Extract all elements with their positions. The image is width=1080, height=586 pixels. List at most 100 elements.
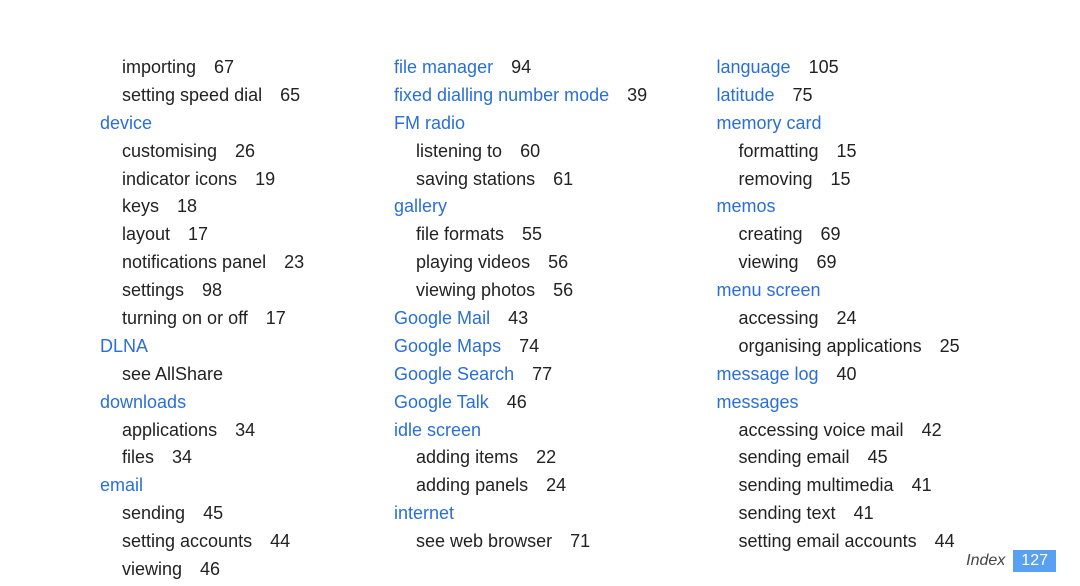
page-ref[interactable]: 40 — [837, 361, 857, 389]
index-heading-latitude[interactable]: latitude75 — [716, 82, 1020, 110]
page-ref[interactable]: 71 — [570, 528, 590, 556]
heading-label: language — [716, 54, 790, 82]
index-subentry: turning on or off17 — [100, 305, 394, 333]
index-heading-file-manager[interactable]: file manager 94 — [394, 54, 716, 82]
page-ref[interactable]: 22 — [536, 444, 556, 472]
page-ref[interactable]: 77 — [532, 361, 552, 389]
sub-label: layout — [122, 221, 170, 249]
heading-label: device — [100, 110, 152, 138]
sub-label: sending — [122, 500, 185, 528]
page-ref[interactable]: 44 — [935, 528, 955, 556]
heading-label: menu screen — [716, 277, 820, 305]
sub-label: listening to — [416, 138, 502, 166]
heading-label: fixed dialling number mode — [394, 82, 609, 110]
index-heading-memos[interactable]: memos — [716, 193, 1020, 221]
index-heading-device[interactable]: device — [100, 110, 394, 138]
footer-section-label: Index — [966, 552, 1005, 570]
page-ref[interactable]: 55 — [522, 221, 542, 249]
index-heading-idle-screen[interactable]: idle screen — [394, 417, 716, 445]
page-ref[interactable]: 60 — [520, 138, 540, 166]
index-subentry: customising26 — [100, 138, 394, 166]
page-ref[interactable]: 41 — [854, 500, 874, 528]
sub-label: sending text — [738, 500, 835, 528]
page-ref[interactable]: 46 — [200, 556, 220, 584]
page-ref[interactable]: 19 — [255, 166, 275, 194]
index-subentry: removing15 — [716, 166, 1020, 194]
index-subentry: settings 98 — [100, 277, 394, 305]
page-ref[interactable]: 75 — [793, 82, 813, 110]
heading-label: internet — [394, 500, 454, 528]
index-heading-gallery[interactable]: gallery — [394, 193, 716, 221]
index-heading-language[interactable]: language 105 — [716, 54, 1020, 82]
index-heading-fdn[interactable]: fixed dialling number mode 39 — [394, 82, 716, 110]
sub-label: settings — [122, 277, 184, 305]
page-ref[interactable]: 34 — [172, 444, 192, 472]
index-subentry: creating69 — [716, 221, 1020, 249]
page-ref[interactable]: 69 — [821, 221, 841, 249]
heading-label: idle screen — [394, 417, 481, 445]
heading-label: Google Talk — [394, 389, 489, 417]
sub-label: sending email — [738, 444, 849, 472]
heading-label: memos — [716, 193, 775, 221]
page-ref[interactable]: 67 — [214, 54, 234, 82]
page-ref[interactable]: 105 — [809, 54, 839, 82]
page-ref[interactable]: 18 — [177, 193, 197, 221]
page-ref[interactable]: 34 — [235, 417, 255, 445]
page-ref[interactable]: 42 — [922, 417, 942, 445]
index-heading-messages[interactable]: messages — [716, 389, 1020, 417]
page-ref[interactable]: 15 — [837, 138, 857, 166]
heading-label: email — [100, 472, 143, 500]
column-3: language 105 latitude75 memory card forma… — [716, 54, 1020, 584]
index-subentry: organising applications25 — [716, 333, 1020, 361]
heading-label: Google Search — [394, 361, 514, 389]
index-heading-google-talk[interactable]: Google Talk 46 — [394, 389, 716, 417]
page-ref[interactable]: 17 — [266, 305, 286, 333]
page-ref[interactable]: 45 — [203, 500, 223, 528]
index-heading-memory-card[interactable]: memory card — [716, 110, 1020, 138]
index-heading-google-maps[interactable]: Google Maps 74 — [394, 333, 716, 361]
index-heading-menu-screen[interactable]: menu screen — [716, 277, 1020, 305]
sub-label: playing videos — [416, 249, 530, 277]
page-ref[interactable]: 61 — [553, 166, 573, 194]
page-ref[interactable]: 65 — [280, 82, 300, 110]
page-ref[interactable]: 74 — [519, 333, 539, 361]
page-ref[interactable]: 56 — [553, 277, 573, 305]
index-subentry: accessing voice mail42 — [716, 417, 1020, 445]
page-ref[interactable]: 98 — [202, 277, 222, 305]
page-ref[interactable]: 45 — [868, 444, 888, 472]
sub-label: saving stations — [416, 166, 535, 194]
page-ref[interactable]: 26 — [235, 138, 255, 166]
page-ref[interactable]: 24 — [837, 305, 857, 333]
page-ref[interactable]: 39 — [627, 82, 647, 110]
index-heading-google-search[interactable]: Google Search 77 — [394, 361, 716, 389]
index-subentry: accessing24 — [716, 305, 1020, 333]
page-ref[interactable]: 43 — [508, 305, 528, 333]
index-heading-dlna[interactable]: DLNA — [100, 333, 394, 361]
heading-label: Google Maps — [394, 333, 501, 361]
page-ref[interactable]: 69 — [817, 249, 837, 277]
index-heading-google-mail[interactable]: Google Mail43 — [394, 305, 716, 333]
index-subentry: viewing46 — [100, 556, 394, 584]
index-heading-fm-radio[interactable]: FM radio — [394, 110, 716, 138]
page-ref[interactable]: 25 — [940, 333, 960, 361]
index-subentry: keys18 — [100, 193, 394, 221]
index-heading-internet[interactable]: internet — [394, 500, 716, 528]
index-page: importing 67 setting speed dial 65 devic… — [0, 0, 1080, 586]
index-heading-email[interactable]: email — [100, 472, 394, 500]
index-heading-message-log[interactable]: message log40 — [716, 361, 1020, 389]
sub-label: setting speed dial — [122, 82, 262, 110]
page-ref[interactable]: 23 — [284, 249, 304, 277]
sub-label: formatting — [738, 138, 818, 166]
page-ref[interactable]: 41 — [912, 472, 932, 500]
page-ref[interactable]: 46 — [507, 389, 527, 417]
index-subentry: see AllShare — [100, 361, 394, 389]
page-ref[interactable]: 17 — [188, 221, 208, 249]
sub-label: see web browser — [416, 528, 552, 556]
page-ref[interactable]: 94 — [511, 54, 531, 82]
sub-label: setting accounts — [122, 528, 252, 556]
page-ref[interactable]: 15 — [831, 166, 851, 194]
page-ref[interactable]: 56 — [548, 249, 568, 277]
index-heading-downloads[interactable]: downloads — [100, 389, 394, 417]
page-ref[interactable]: 24 — [546, 472, 566, 500]
page-ref[interactable]: 44 — [270, 528, 290, 556]
